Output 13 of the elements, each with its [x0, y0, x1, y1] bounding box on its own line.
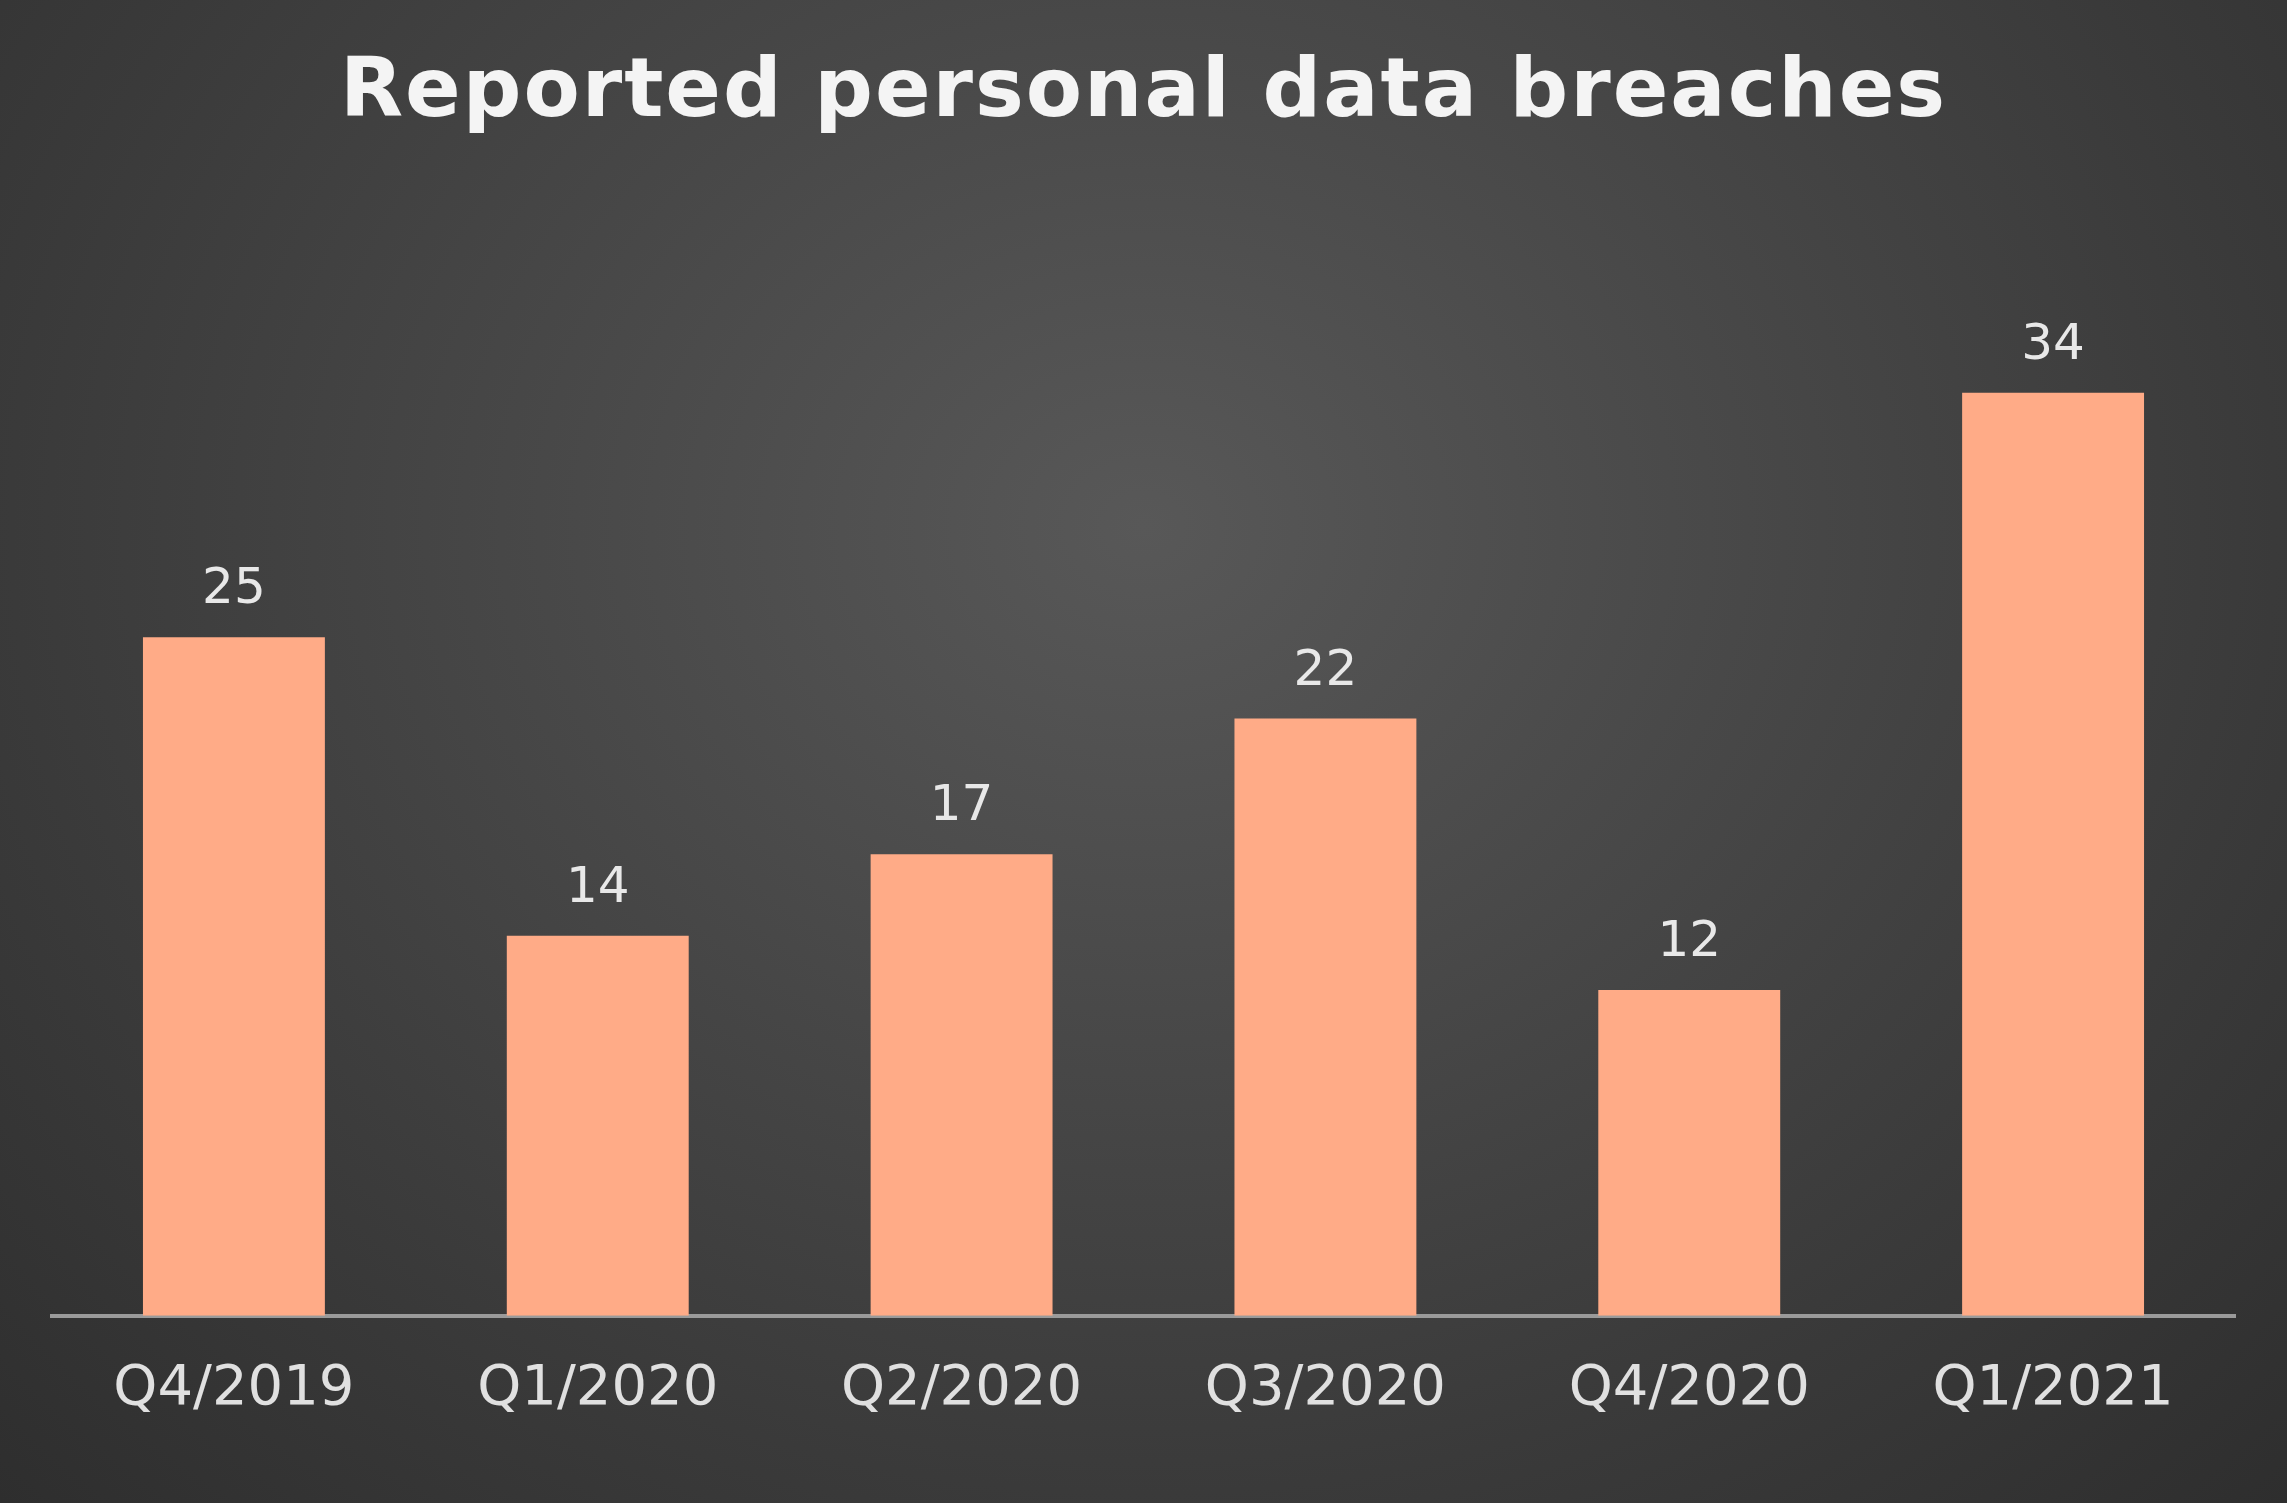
data-label: 14 — [565, 855, 630, 914]
x-tick-label: Q1/2020 — [477, 1351, 719, 1417]
x-tick-label: Q4/2019 — [113, 1351, 355, 1417]
x-tick-label: Q1/2021 — [1932, 1351, 2174, 1417]
data-label: 12 — [1657, 910, 1722, 969]
x-tick-label: Q2/2020 — [841, 1351, 1083, 1417]
x-tick-label: Q3/2020 — [1204, 1351, 1446, 1417]
data-label: 34 — [2021, 312, 2085, 371]
data-label: 17 — [929, 774, 994, 833]
data-label: 22 — [1293, 638, 1358, 697]
x-tick-label: Q4/2020 — [1568, 1351, 1810, 1417]
chart-title: Reported personal data breaches — [338, 40, 1949, 135]
data-label: 25 — [202, 557, 266, 616]
